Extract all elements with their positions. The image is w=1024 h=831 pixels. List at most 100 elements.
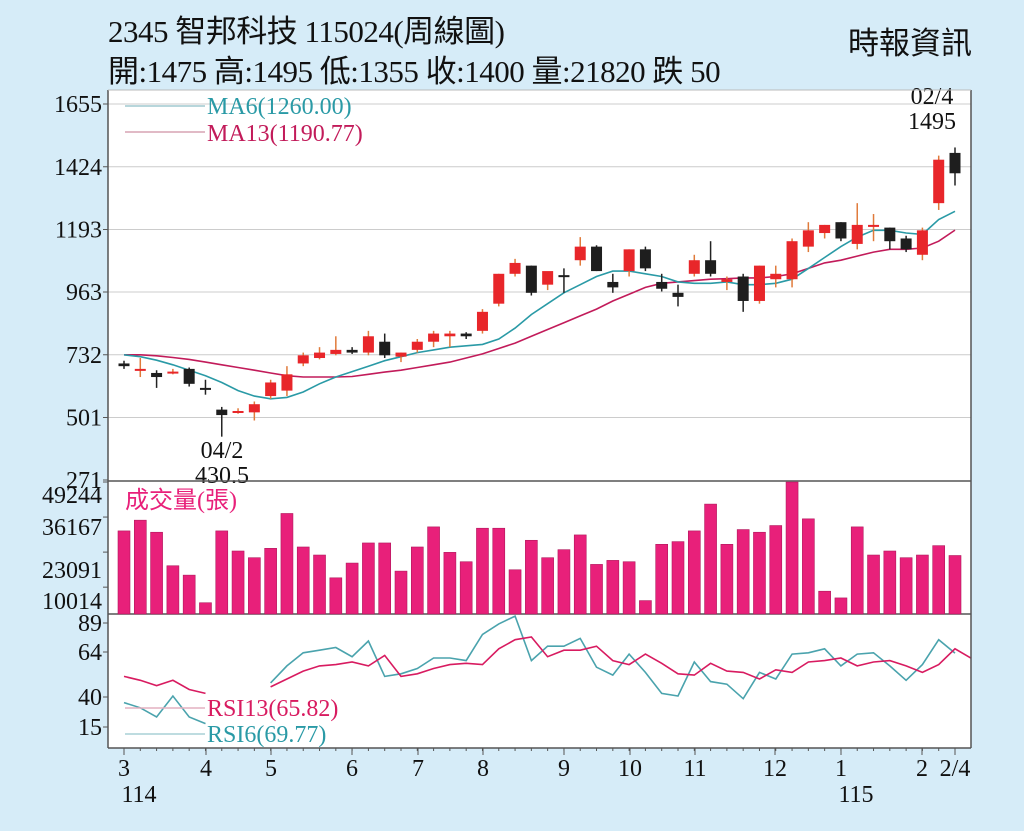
candle-body bbox=[525, 265, 537, 293]
volume-bar bbox=[199, 602, 212, 615]
volume-bar bbox=[166, 565, 180, 615]
volume-bar bbox=[818, 590, 831, 615]
candle-body bbox=[428, 333, 440, 342]
volume-bar bbox=[655, 544, 669, 615]
candle-body bbox=[379, 341, 391, 356]
volume-bar bbox=[329, 577, 343, 615]
volume-bar bbox=[802, 518, 815, 615]
volume-bar bbox=[215, 530, 229, 615]
candle-body bbox=[493, 273, 505, 304]
volume-bar bbox=[541, 557, 554, 615]
candle-body bbox=[314, 352, 326, 359]
x-axis-month-label: 3 bbox=[118, 756, 130, 782]
candle-body bbox=[558, 275, 570, 278]
low-annotation-date: 04/2 bbox=[201, 438, 244, 464]
x-axis-year-label: 115 bbox=[838, 782, 873, 808]
rsi-axis-tick: 89 bbox=[78, 611, 102, 637]
volume-bar bbox=[280, 513, 294, 615]
volume-bar bbox=[622, 561, 636, 615]
candle-body bbox=[248, 404, 260, 413]
volume-bar bbox=[753, 531, 766, 615]
candle-body bbox=[265, 382, 277, 397]
x-axis-month-label: 10 bbox=[618, 756, 642, 782]
candle-body bbox=[623, 249, 635, 272]
candle-body bbox=[460, 333, 472, 337]
candle-body bbox=[281, 374, 293, 391]
candle-body bbox=[395, 352, 407, 357]
high-annotation-value: 1495 bbox=[908, 109, 956, 135]
price-axis-tick: 501 bbox=[66, 406, 102, 432]
ma13-line bbox=[124, 229, 956, 378]
volume-axis-tick: 49244 bbox=[42, 483, 102, 509]
chart-title: 2345 智邦科技 115024(周線圖) bbox=[108, 14, 505, 49]
volume-title: 成交量(張) bbox=[125, 487, 237, 514]
rsi6-legend: RSI6(69.77) bbox=[207, 722, 326, 748]
volume-bar bbox=[182, 574, 196, 615]
rsi-axis-tick: 64 bbox=[78, 640, 102, 666]
candle-body bbox=[216, 409, 228, 416]
volume-bar bbox=[345, 562, 359, 615]
data-source-label: 時報資訊 bbox=[848, 26, 972, 61]
candle-body bbox=[411, 341, 423, 350]
candle-body bbox=[835, 222, 847, 239]
volume-bar bbox=[932, 545, 946, 615]
candle-body bbox=[297, 355, 309, 364]
candle-body bbox=[476, 311, 488, 331]
candle-body bbox=[362, 336, 374, 353]
volume-bar bbox=[410, 546, 424, 615]
candle-body bbox=[639, 249, 651, 269]
volume-bar bbox=[443, 552, 457, 615]
volume-bar bbox=[769, 525, 783, 615]
volume-bar bbox=[639, 600, 652, 615]
ma6-line bbox=[123, 210, 956, 400]
price-axis-tick: 963 bbox=[66, 280, 102, 306]
candle-body bbox=[672, 292, 684, 297]
candle-body bbox=[444, 333, 456, 337]
ma13-legend: MA13(1190.77) bbox=[207, 121, 363, 147]
volume-bar bbox=[231, 550, 245, 615]
volume-bar bbox=[492, 527, 506, 615]
volume-axis-tick: 10014 bbox=[42, 589, 102, 615]
candle-body bbox=[949, 152, 961, 174]
volume-bar bbox=[117, 530, 131, 615]
price-axis-tick: 1193 bbox=[55, 218, 102, 244]
candle-body bbox=[656, 281, 668, 289]
candle-body bbox=[753, 265, 765, 301]
candle-body bbox=[884, 227, 896, 242]
plot-area bbox=[108, 90, 971, 748]
x-axis-month-label: 5 bbox=[265, 756, 277, 782]
candle-body bbox=[151, 372, 163, 378]
volume-bar bbox=[508, 569, 522, 615]
volume-bar bbox=[916, 554, 929, 615]
volume-bar bbox=[459, 561, 473, 615]
volume-bar bbox=[606, 560, 620, 615]
candle-body bbox=[509, 262, 521, 274]
x-axis-month-label: 8 bbox=[477, 756, 489, 782]
volume-bar bbox=[248, 557, 261, 615]
volume-bar bbox=[573, 534, 587, 615]
price-axis-tick: 271 bbox=[66, 468, 102, 494]
candle-body bbox=[330, 349, 342, 354]
rsi-axis-tick: 15 bbox=[78, 715, 102, 741]
candle-body bbox=[802, 230, 814, 247]
volume-axis-tick: 23091 bbox=[42, 558, 102, 584]
volume-bar bbox=[671, 541, 685, 615]
volume-bar bbox=[720, 544, 734, 615]
candle-body bbox=[770, 273, 782, 280]
candle-body bbox=[737, 276, 749, 301]
x-axis-year-label: 114 bbox=[121, 782, 156, 808]
candle-body bbox=[721, 279, 733, 282]
x-axis-month-label: 2 bbox=[916, 756, 928, 782]
candle-body bbox=[167, 371, 179, 374]
candle-body bbox=[705, 260, 717, 274]
rsi13-legend: RSI13(65.82) bbox=[207, 696, 338, 722]
candle-body bbox=[346, 349, 358, 353]
candle-body bbox=[933, 159, 945, 204]
candle-body bbox=[542, 271, 554, 285]
volume-bar bbox=[883, 550, 897, 615]
price-axis-tick: 1655 bbox=[54, 92, 102, 118]
volume-bar bbox=[834, 597, 848, 615]
candle-body bbox=[868, 224, 880, 227]
x-axis-month-label: 7 bbox=[412, 756, 424, 782]
volume-bar bbox=[525, 539, 538, 615]
